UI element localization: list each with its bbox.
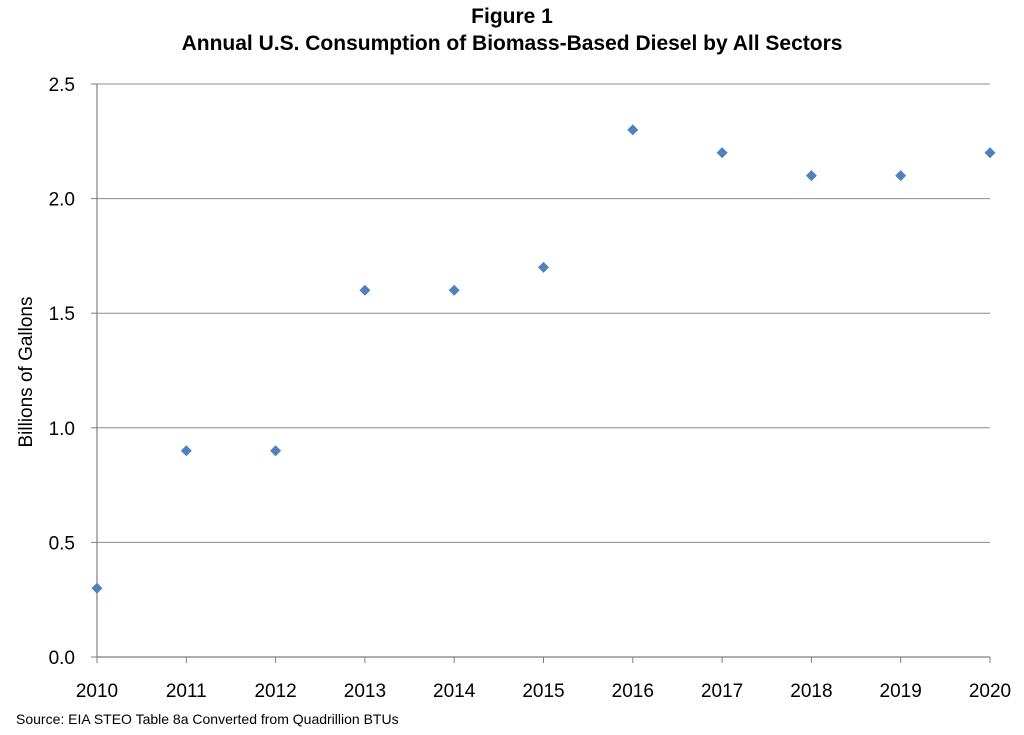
- data-point-2015: [538, 261, 549, 273]
- y-tick-label: 1.0: [49, 419, 75, 440]
- y-tick-label: 2.5: [49, 75, 75, 96]
- x-tick-label: 2015: [522, 681, 564, 702]
- x-tick-label: 2010: [76, 681, 118, 702]
- x-tick-label: 2011: [166, 681, 207, 702]
- data-point-2020: [984, 147, 996, 159]
- data-point-2013: [359, 284, 371, 296]
- y-tick-labels: 0.0 0.5 1.0 1.5 2.0 2.5: [49, 75, 75, 669]
- x-tick-label: 2017: [701, 681, 743, 702]
- data-points: [91, 124, 996, 594]
- y-axis-label: Billions of Gallons: [16, 296, 37, 447]
- data-point-2016: [627, 124, 639, 136]
- x-tick-label: 2012: [254, 681, 296, 702]
- x-tick-label: 2013: [344, 681, 386, 702]
- figure-label: Figure 1: [471, 5, 553, 28]
- x-tick-label: 2014: [433, 681, 476, 702]
- x-tick-label: 2016: [612, 681, 654, 702]
- y-tick-label: 2.0: [49, 190, 75, 211]
- data-point-2019: [895, 170, 907, 182]
- data-point-2014: [448, 284, 460, 296]
- gridlines: [97, 83, 990, 543]
- y-tick-label: 0.5: [49, 533, 75, 554]
- x-tick-labels: 2010 2011 2012 2013 2014 2015 2016 2017 2018 2019…: [76, 681, 1011, 702]
- y-tick-label: 0.0: [49, 648, 75, 669]
- x-tick-label: 2019: [880, 681, 922, 702]
- data-point-2018: [805, 170, 817, 182]
- y-tick-label: 1.5: [49, 304, 75, 325]
- chart-title: Annual U.S. Consumption of Biomass-Based…: [181, 32, 843, 55]
- data-point-2012: [270, 445, 282, 457]
- axes: [91, 83, 991, 663]
- data-point-2017: [716, 147, 728, 159]
- source-note: Source: EIA STEO Table 8a Converted from…: [16, 711, 399, 727]
- data-point-2011: [180, 445, 192, 457]
- x-tick-label: 2018: [790, 681, 832, 702]
- x-tick-label: 2020: [969, 681, 1011, 702]
- data-point-2010: [91, 582, 103, 594]
